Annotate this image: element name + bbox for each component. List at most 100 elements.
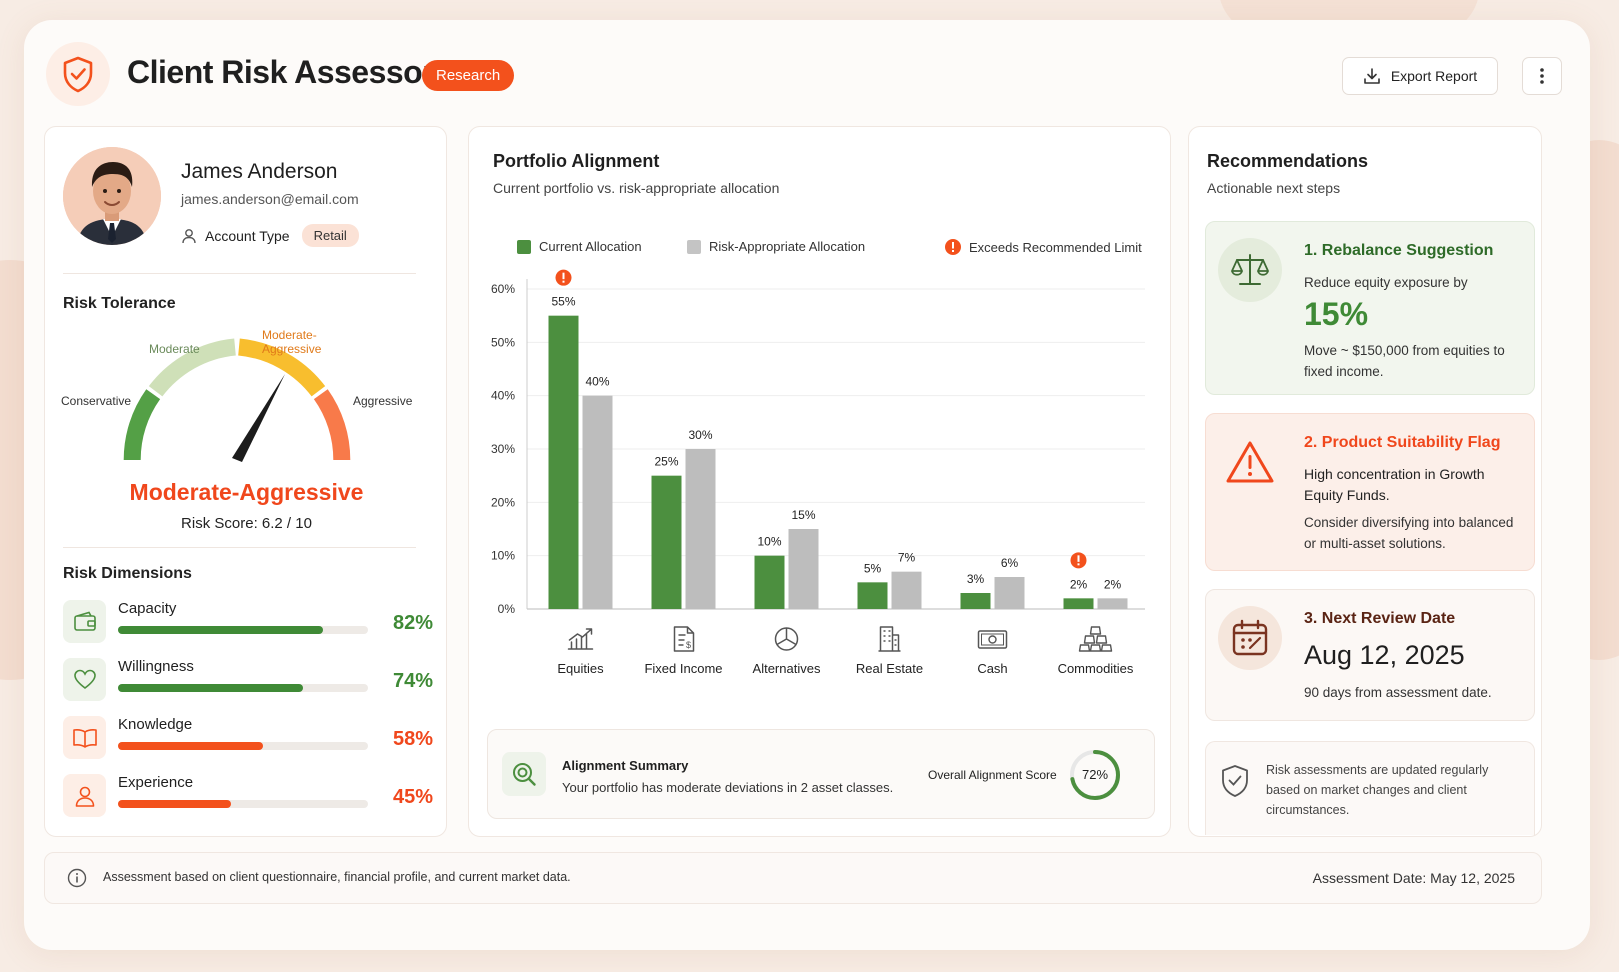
x-category-label: Alternatives	[753, 661, 821, 676]
gauge-label-moderate-aggressive: Moderate- Aggressive	[262, 328, 321, 356]
portfolio-subtitle: Current portfolio vs. risk-appropriate a…	[493, 180, 780, 196]
suitability-line1: High concentration in Growth Equity Fund…	[1304, 466, 1485, 503]
footer-bar: Assessment based on client questionnaire…	[44, 852, 1542, 904]
dimension-label: Capacity	[118, 600, 177, 617]
client-name: James Anderson	[181, 160, 338, 183]
portfolio-title: Portfolio Alignment	[493, 151, 660, 171]
bar-appropriate	[788, 529, 819, 609]
scale-icon	[1218, 238, 1282, 302]
risk-tolerance-result: Moderate-Aggressive	[129, 479, 364, 505]
assessment-note-text: Risk assessments are updated regularly b…	[1266, 763, 1489, 817]
bar-appropriate	[685, 449, 716, 609]
dimension-willingness: Willingness 74%	[63, 658, 433, 702]
rebalance-title: 1. Rebalance Suggestion	[1304, 242, 1494, 259]
bar-value-label: 5%	[864, 561, 882, 575]
y-tick-label: 10%	[491, 549, 515, 563]
legend-exceeds-label: Exceeds Recommended Limit	[969, 239, 1142, 255]
pie-chart-icon	[774, 627, 799, 651]
cash-icon	[977, 630, 1008, 649]
bar-appropriate	[1097, 598, 1128, 609]
bar-current	[651, 475, 682, 609]
assessment-date: Assessment Date: May 12, 2025	[1312, 870, 1515, 886]
alignment-score-value: 72%	[1081, 767, 1109, 782]
more-vertical-icon	[1540, 68, 1544, 84]
document-dollar-icon: $	[673, 626, 695, 652]
footer-info-text: Assessment based on client questionnaire…	[103, 870, 571, 884]
review-date: Aug 12, 2025	[1304, 640, 1465, 670]
legend-current: Current Allocation	[517, 239, 642, 254]
y-tick-label: 50%	[491, 335, 515, 349]
bar-current	[548, 315, 579, 609]
dimension-knowledge: Knowledge 58%	[63, 716, 433, 760]
heart-icon	[63, 658, 106, 701]
y-tick-label: 60%	[491, 282, 515, 296]
exceeds-alert-icon	[555, 269, 572, 286]
x-category-label: Real Estate	[856, 661, 923, 676]
bar-value-label: 2%	[1104, 577, 1122, 591]
more-options-button[interactable]	[1522, 57, 1562, 95]
assessment-note: Risk assessments are updated regularly b…	[1205, 741, 1535, 835]
dimension-experience: Experience 45%	[63, 774, 433, 818]
shield-check-icon	[1222, 765, 1248, 797]
alignment-summary-text: Your portfolio has moderate deviations i…	[562, 780, 894, 795]
rebalance-line1: Reduce equity exposure by	[1304, 275, 1468, 290]
svg-text:$: $	[686, 640, 691, 650]
user-icon	[63, 774, 106, 817]
y-tick-label: 30%	[491, 442, 515, 456]
gauge-label-aggressive: Aggressive	[353, 394, 413, 408]
dimension-bar	[118, 626, 323, 634]
bar-current	[754, 555, 785, 609]
download-icon	[1364, 68, 1380, 84]
dimension-value: 45%	[392, 786, 433, 808]
dimension-label: Willingness	[118, 658, 194, 675]
bar-value-label: 6%	[1001, 556, 1019, 570]
recommendations-title: Recommendations	[1207, 151, 1369, 171]
alignment-score-label: Overall Alignment Score	[928, 768, 1057, 782]
rebalance-line2: Move ~ $150,000 from equities to fixed i…	[1304, 343, 1505, 379]
legend-swatch-appropriate	[687, 239, 701, 254]
risk-tolerance-title: Risk Tolerance	[63, 295, 176, 312]
bar-value-label: 30%	[688, 428, 712, 442]
dimension-bar	[118, 742, 263, 750]
bar-appropriate	[994, 577, 1025, 609]
recommendations-subtitle: Actionable next steps	[1207, 180, 1341, 196]
legend-swatch-current	[517, 239, 531, 254]
account-type-row: Account Type Retail	[181, 224, 359, 247]
wallet-icon	[63, 600, 106, 643]
rebalance-suggestion[interactable]: 1. Rebalance Suggestion Reduce equity ex…	[1205, 221, 1535, 395]
bar-value-label: 10%	[757, 535, 781, 549]
review-line: 90 days from assessment date.	[1304, 685, 1492, 700]
portfolio-alignment-card: Portfolio Alignment Current portfolio vs…	[468, 126, 1171, 837]
dimension-value: 82%	[392, 612, 433, 634]
next-review-date[interactable]: 3. Next Review Date Aug 12, 2025 90 days…	[1205, 589, 1535, 721]
gauge-label-moderate-aggressive-line2: Aggressive	[262, 342, 322, 356]
dimension-value: 58%	[392, 728, 433, 750]
alignment-summary-title: Alignment Summary	[562, 758, 689, 773]
chart-growth-icon	[567, 628, 594, 650]
dimension-track	[118, 626, 368, 634]
book-icon	[63, 716, 106, 759]
bar-current	[857, 582, 888, 609]
y-tick-label: 20%	[491, 495, 515, 509]
target-search-icon	[502, 752, 546, 796]
legend-current-label: Current Allocation	[539, 239, 642, 254]
export-report-button[interactable]: Export Report	[1342, 57, 1498, 95]
building-icon	[878, 626, 901, 652]
legend-appropriate-label: Risk-Appropriate Allocation	[709, 239, 866, 254]
risk-score: Risk Score: 6.2 / 10	[181, 515, 312, 532]
dimension-track	[118, 800, 368, 808]
bar-value-label: 2%	[1070, 577, 1088, 591]
bar-current	[960, 593, 991, 609]
dimension-capacity: Capacity 82%	[63, 600, 433, 644]
avatar	[63, 147, 161, 245]
x-category-label: Cash	[977, 661, 1007, 676]
divider	[63, 273, 416, 274]
alert-icon	[945, 239, 961, 255]
legend-appropriate: Risk-Appropriate Allocation	[687, 239, 865, 254]
suitability-title: 2. Product Suitability Flag	[1304, 434, 1501, 451]
risk-dimensions-title: Risk Dimensions	[63, 565, 192, 582]
export-report-label: Export Report	[1390, 68, 1478, 84]
y-tick-label: 0%	[498, 602, 516, 616]
x-category-label: Commodities	[1058, 661, 1134, 676]
product-suitability-flag[interactable]: 2. Product Suitability Flag High concent…	[1205, 413, 1535, 571]
